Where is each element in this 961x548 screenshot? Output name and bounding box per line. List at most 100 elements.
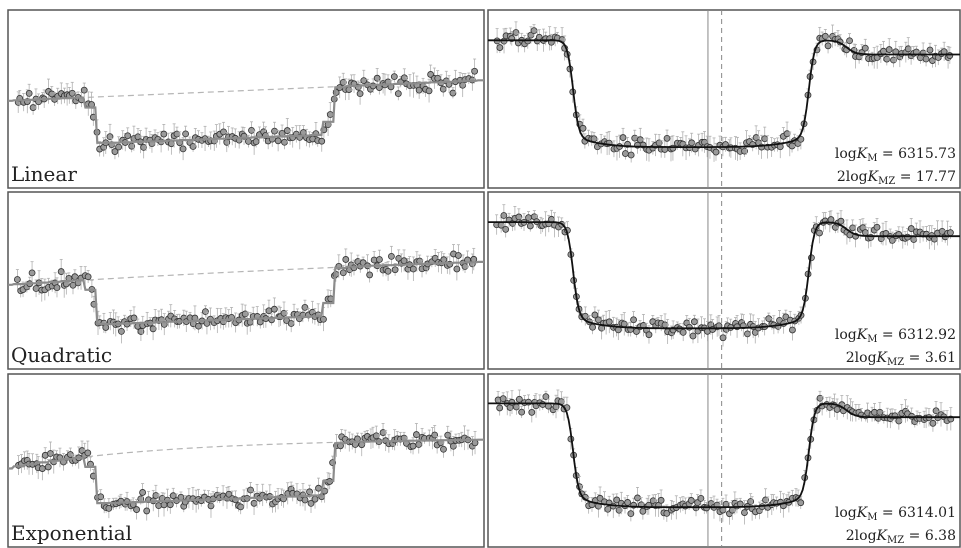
data-point <box>301 496 309 504</box>
data-point <box>376 256 383 263</box>
panel-frame <box>7 373 485 548</box>
data-point <box>84 273 92 281</box>
data-point <box>140 143 148 151</box>
data-point <box>102 324 110 331</box>
model-label: Quadratic <box>11 343 112 367</box>
data-point <box>38 465 46 472</box>
data-point <box>515 395 523 403</box>
data-point <box>237 503 245 511</box>
data-point <box>690 318 698 326</box>
data-point <box>890 56 897 64</box>
plot-area <box>488 192 960 369</box>
data-point <box>741 147 748 155</box>
data-point <box>241 310 249 318</box>
data-point <box>496 44 504 51</box>
data-point <box>515 213 523 221</box>
panel-4: Exponential <box>7 373 485 548</box>
data-point <box>360 77 368 85</box>
data-point <box>388 252 395 260</box>
plot-area <box>488 374 960 547</box>
data-point <box>32 285 40 292</box>
data-point <box>356 90 364 98</box>
data-point <box>539 401 547 408</box>
data-point <box>744 330 751 338</box>
statistic-annotation: logKM = 6312.92 <box>835 327 956 345</box>
data-point <box>274 137 282 145</box>
data-point <box>904 233 911 241</box>
data-point <box>631 134 639 142</box>
data-point <box>449 442 457 450</box>
panel-frame <box>487 9 961 189</box>
model-label: Exponential <box>11 521 132 545</box>
data-point <box>439 85 447 93</box>
data-point <box>697 494 705 502</box>
panel-3: logKM = 6312.92 2logKMZ = 3.61 <box>487 191 961 370</box>
data-point <box>133 506 141 513</box>
data-point <box>657 496 665 504</box>
data-point <box>663 134 671 142</box>
data-point <box>627 151 635 159</box>
data-point <box>105 504 113 512</box>
data-point <box>741 509 748 516</box>
data-point <box>862 229 869 236</box>
data-point <box>372 432 380 440</box>
data-point <box>245 137 252 145</box>
model-fit-line <box>8 79 484 144</box>
data-point <box>816 229 823 237</box>
data-point <box>415 441 423 448</box>
data-point <box>634 494 641 502</box>
data-point <box>281 138 288 146</box>
data-point <box>143 507 151 515</box>
plot-area <box>8 423 484 521</box>
data-point <box>880 47 887 55</box>
statistic-annotation: 2logKMZ = 3.61 <box>846 350 956 368</box>
data-point <box>888 236 896 244</box>
data-point <box>622 150 629 157</box>
data-point <box>620 320 628 328</box>
data-point <box>111 148 119 155</box>
data-point <box>946 52 954 59</box>
data-point <box>685 323 693 331</box>
data-point <box>118 327 125 335</box>
plot-area <box>8 244 484 344</box>
data-point <box>207 502 215 510</box>
data-point <box>596 494 604 502</box>
data-point <box>160 130 168 138</box>
data-point <box>655 139 663 147</box>
transit-model-line <box>488 221 960 330</box>
data-point <box>883 55 891 63</box>
data-point <box>326 111 334 118</box>
data-point <box>788 142 796 150</box>
data-point <box>619 134 627 141</box>
data-point <box>130 314 138 322</box>
data-point <box>719 334 727 342</box>
data-point <box>366 271 374 279</box>
data-point <box>821 32 829 40</box>
data-point <box>688 139 696 147</box>
statistic-annotation: 2logKMZ = 17.77 <box>837 169 956 187</box>
panel-2: Quadratic <box>7 191 485 370</box>
data-point <box>849 224 857 232</box>
data-point <box>929 419 937 427</box>
data-point <box>876 408 884 416</box>
data-point <box>342 256 350 263</box>
data-point <box>339 78 347 86</box>
data-point <box>449 89 457 97</box>
data-point <box>663 509 671 517</box>
data-point <box>605 318 613 326</box>
data-point <box>513 403 520 411</box>
data-point <box>247 486 254 494</box>
data-point <box>202 308 209 316</box>
data-point <box>500 212 508 219</box>
data-point <box>270 305 278 313</box>
data-point <box>307 499 315 507</box>
data-point <box>425 87 433 95</box>
data-point <box>873 223 881 231</box>
data-point <box>471 67 479 75</box>
data-point <box>373 74 381 82</box>
data-point <box>910 236 918 243</box>
data-point <box>409 442 417 450</box>
data-point <box>947 229 954 237</box>
data-point <box>179 145 187 153</box>
